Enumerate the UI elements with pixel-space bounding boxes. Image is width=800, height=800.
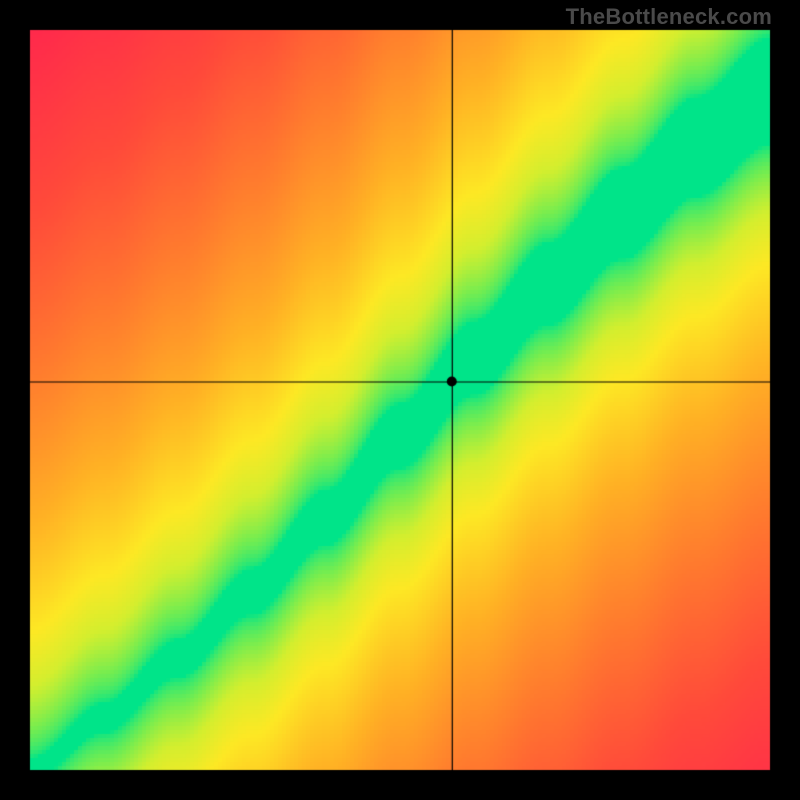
watermark-text: TheBottleneck.com <box>566 4 772 30</box>
bottleneck-heatmap <box>0 0 800 800</box>
chart-container: TheBottleneck.com <box>0 0 800 800</box>
